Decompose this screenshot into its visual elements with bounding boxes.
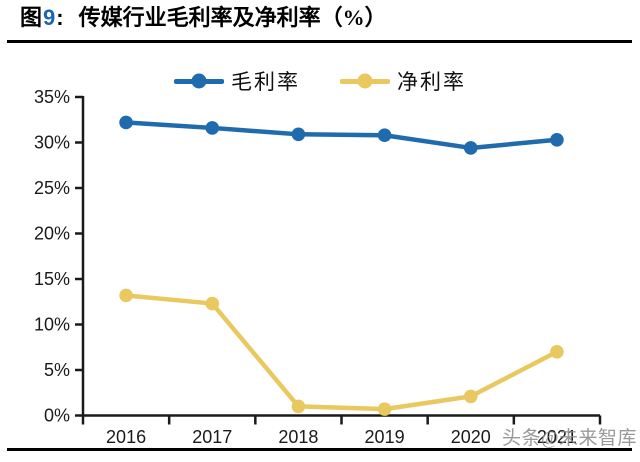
data-point-0-2 bbox=[291, 127, 306, 142]
data-point-0-1 bbox=[205, 121, 220, 135]
net-margin-line-marker-icon bbox=[340, 78, 390, 84]
series-line-0 bbox=[123, 120, 560, 151]
legend-item-gross-margin: 毛利率 bbox=[174, 66, 300, 96]
y-axis-tick-label: 10% bbox=[34, 315, 70, 335]
y-axis-tick-label: 20% bbox=[34, 224, 70, 244]
data-point-1-5 bbox=[550, 345, 564, 359]
y-axis-tick-label: 15% bbox=[34, 269, 70, 289]
x-axis-tick-label: 2018 bbox=[278, 427, 318, 447]
figure-header: 图9: 传媒行业毛利率及净利率（%） bbox=[7, 0, 632, 43]
y-axis-tick-label: 5% bbox=[44, 360, 70, 380]
watermark: 头条@未来智库 bbox=[502, 428, 637, 449]
figure-number: 9 bbox=[43, 5, 57, 30]
gross-margin-line-marker-icon bbox=[174, 78, 224, 84]
data-point-1-2 bbox=[291, 399, 306, 414]
figure-prefix: 图 bbox=[20, 5, 44, 30]
gross-margin-legend-label: 毛利率 bbox=[231, 70, 300, 94]
data-point-0-0 bbox=[119, 115, 133, 130]
data-point-1-4 bbox=[463, 389, 478, 404]
net-margin-legend-label: 净利率 bbox=[397, 70, 466, 94]
chart-legend: 毛利率 净利率 bbox=[0, 68, 640, 94]
x-axis-tick-label: 2017 bbox=[192, 427, 232, 447]
y-axis-tick-label: 0% bbox=[44, 406, 70, 426]
figure-colon: : bbox=[56, 5, 65, 30]
bottom-rule bbox=[7, 448, 632, 451]
data-point-0-4 bbox=[463, 141, 478, 155]
legend-item-net-margin: 净利率 bbox=[340, 66, 466, 96]
series-line-1 bbox=[123, 293, 560, 412]
x-axis-tick-label: 2021 bbox=[537, 427, 577, 447]
y-axis-tick-label: 25% bbox=[34, 178, 70, 198]
figure-title: 传媒行业毛利率及净利率（%） bbox=[78, 5, 387, 30]
figure-label: 图9: bbox=[20, 5, 79, 31]
x-axis-tick-label: 2016 bbox=[106, 427, 146, 447]
y-axis-tick-label: 30% bbox=[34, 133, 70, 153]
data-point-0-5 bbox=[550, 132, 564, 147]
y-axis-tick-label: 35% bbox=[34, 87, 70, 107]
data-point-1-1 bbox=[205, 296, 220, 311]
data-point-1-3 bbox=[377, 402, 392, 416]
x-axis-tick-label: 2020 bbox=[451, 427, 491, 447]
data-point-0-3 bbox=[377, 128, 392, 143]
data-point-1-0 bbox=[119, 288, 133, 303]
x-axis-tick-label: 2019 bbox=[365, 427, 405, 447]
